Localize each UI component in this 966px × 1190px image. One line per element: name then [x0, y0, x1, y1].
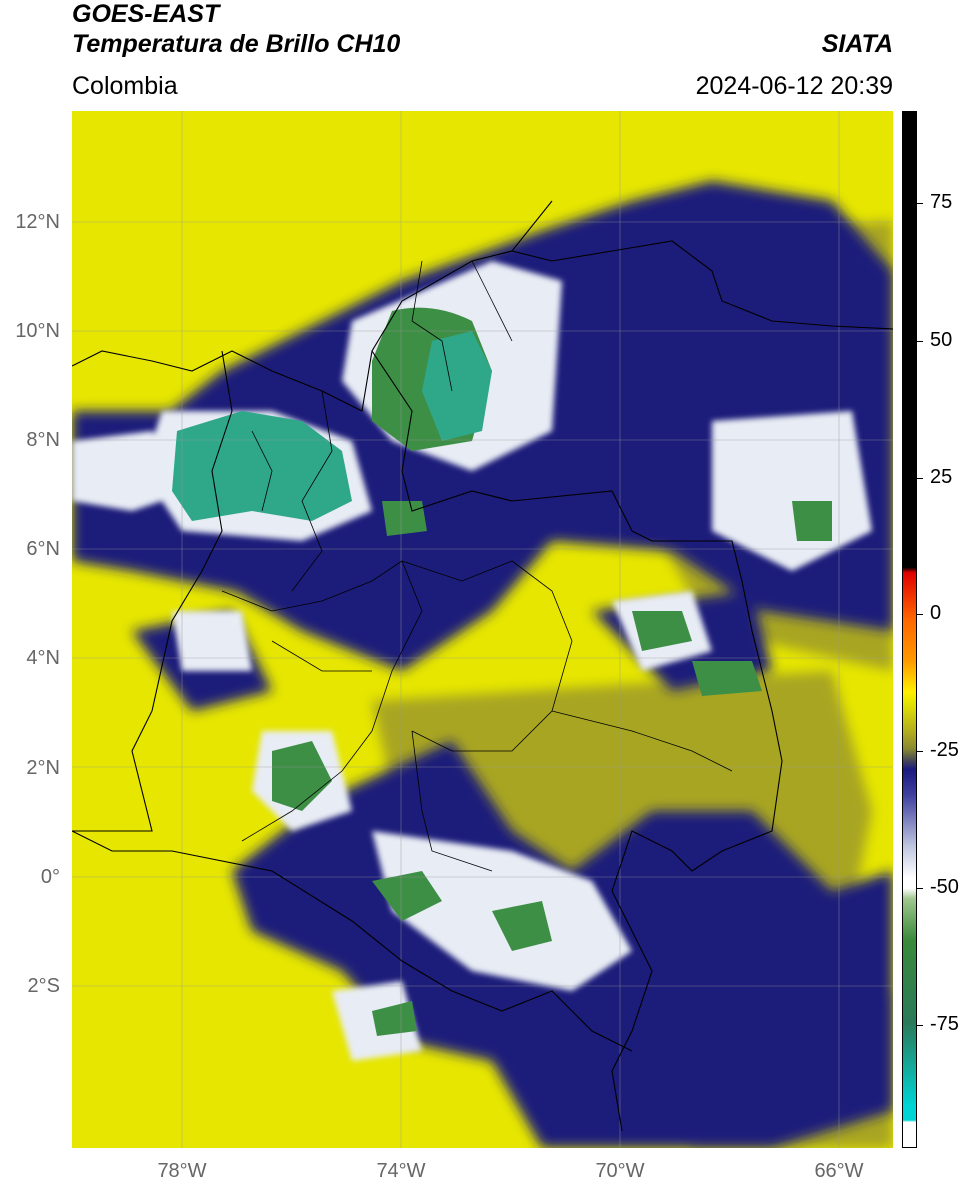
colorbar-label-0: 0 — [930, 602, 942, 624]
colorbar — [902, 111, 917, 1148]
colorbar-label-75: 75 — [930, 191, 953, 213]
lon-label-74w: 74°W — [376, 1160, 426, 1182]
colorbar-label-25: 25 — [930, 466, 953, 488]
colorbar-tick — [917, 478, 923, 479]
colorbar-label-neg50: -50 — [930, 876, 959, 898]
colorbar-label-neg75: -75 — [930, 1013, 959, 1035]
lat-label-4n: 4°N — [26, 647, 60, 669]
colorbar-tick — [917, 888, 923, 889]
colorbar-label-50: 50 — [930, 329, 953, 351]
colorbar-tick — [917, 1025, 923, 1026]
satellite-map[interactable] — [72, 111, 893, 1148]
lon-label-78w: 78°W — [157, 1160, 207, 1182]
lat-label-10n: 10°N — [15, 320, 60, 342]
borders — [72, 200, 893, 1132]
lat-label-2n: 2°N — [26, 757, 60, 779]
agency-label: SIATA — [821, 30, 893, 58]
lat-label-0: 0° — [40, 866, 60, 888]
colorbar-label-neg25: -25 — [930, 739, 959, 761]
region-label: Colombia — [72, 72, 178, 100]
lat-label-6n: 6°N — [26, 538, 60, 560]
cloud-green — [172, 307, 832, 1036]
product-title: Temperatura de Brillo CH10 — [72, 30, 401, 58]
lon-label-66w: 66°W — [814, 1160, 864, 1182]
lat-label-12n: 12°N — [15, 211, 60, 233]
graticule — [72, 111, 893, 1148]
satellite-title: GOES-EAST — [72, 0, 220, 28]
colorbar-tick — [917, 614, 923, 615]
colorbar-tick — [917, 751, 923, 752]
lon-label-70w: 70°W — [595, 1160, 645, 1182]
map-canvas — [72, 111, 893, 1148]
lat-label-8n: 8°N — [26, 429, 60, 451]
lat-label-2s: 2°S — [27, 975, 60, 997]
timestamp-label: 2024-06-12 20:39 — [695, 72, 893, 100]
colorbar-tick — [917, 341, 923, 342]
colorbar-tick — [917, 203, 923, 204]
